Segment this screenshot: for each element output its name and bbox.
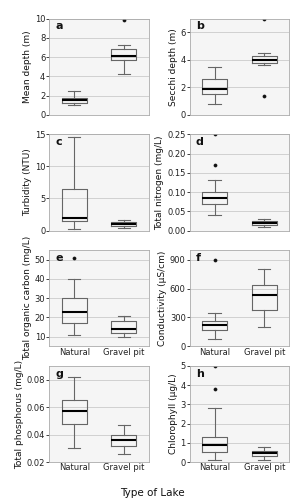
Y-axis label: Total organic carbon (mg/L): Total organic carbon (mg/L) bbox=[23, 236, 32, 360]
Y-axis label: Turbidity (NTU): Turbidity (NTU) bbox=[23, 148, 32, 216]
Text: g: g bbox=[55, 368, 63, 378]
Y-axis label: Secchi depth (m): Secchi depth (m) bbox=[168, 28, 178, 106]
Text: h: h bbox=[196, 368, 204, 378]
Y-axis label: Chlorophyll (μg/L): Chlorophyll (μg/L) bbox=[168, 374, 178, 454]
Text: Type of Lake: Type of Lake bbox=[120, 488, 184, 498]
Text: a: a bbox=[55, 22, 63, 32]
Text: c: c bbox=[55, 137, 62, 147]
Text: b: b bbox=[196, 22, 204, 32]
Y-axis label: Conductivity (μS/cm): Conductivity (μS/cm) bbox=[158, 250, 167, 346]
Text: d: d bbox=[196, 137, 204, 147]
Y-axis label: Total nitrogen (mg/L): Total nitrogen (mg/L) bbox=[156, 135, 164, 230]
Y-axis label: Total phosphorus (mg/L): Total phosphorus (mg/L) bbox=[15, 360, 24, 469]
Text: f: f bbox=[196, 253, 201, 263]
Text: e: e bbox=[55, 253, 63, 263]
Y-axis label: Mean depth (m): Mean depth (m) bbox=[23, 30, 32, 103]
